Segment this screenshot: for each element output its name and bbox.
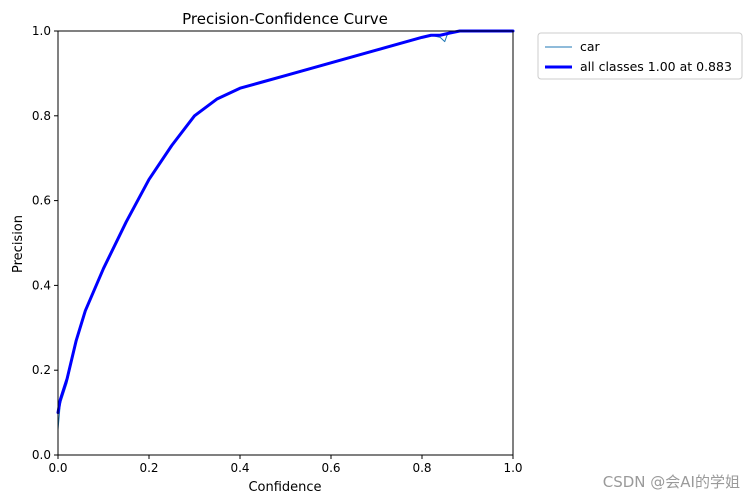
legend-frame (537, 32, 743, 80)
y-tick-label: 0.4 (32, 278, 51, 292)
legend-label: car (580, 39, 601, 54)
y-axis-label: Precision (11, 215, 26, 273)
x-tick-label: 0.2 (139, 461, 158, 475)
x-tick-label: 0.8 (412, 461, 431, 475)
watermark: CSDN @会AI的学姐 (602, 473, 740, 491)
x-tick-label: 0.6 (321, 461, 340, 475)
legend: car all classes 1.00 at 0.883 (537, 32, 743, 80)
series-line-all-classes (56, 29, 515, 415)
ticks-layer: 0.0 0.2 0.4 0.6 0.8 1.0 0.0 0.2 0.4 0.6 0.8 1.0 (32, 24, 523, 475)
y-tick-label: 0.0 (32, 448, 51, 462)
axes-frame (57, 30, 514, 456)
y-tick-label: 0.2 (32, 363, 51, 377)
y-tick-label: 1.0 (32, 24, 51, 38)
x-tick-label: 1.0 (503, 461, 522, 475)
series-line-car (57, 30, 514, 431)
y-tick-label: 0.8 (32, 109, 51, 123)
x-axis-label: Confidence (248, 480, 321, 495)
chart-title: Precision-Confidence Curve (182, 10, 388, 28)
legend-label: all classes 1.00 at 0.883 (580, 59, 732, 74)
x-tick-label: 0.0 (48, 461, 67, 475)
y-tick-label: 0.6 (32, 194, 51, 208)
x-tick-label: 0.4 (230, 461, 249, 475)
series-layer (56, 29, 515, 431)
